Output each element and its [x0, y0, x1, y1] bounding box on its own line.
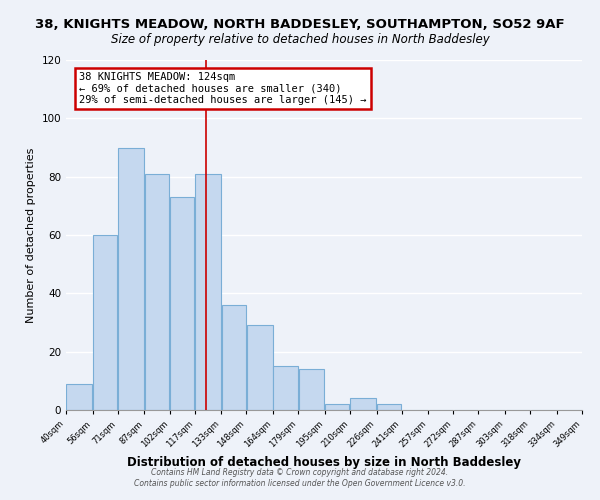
Bar — [299, 369, 325, 410]
Text: 38 KNIGHTS MEADOW: 124sqm
← 69% of detached houses are smaller (340)
29% of semi: 38 KNIGHTS MEADOW: 124sqm ← 69% of detac… — [79, 72, 367, 105]
X-axis label: Distribution of detached houses by size in North Baddesley: Distribution of detached houses by size … — [127, 456, 521, 469]
Bar — [93, 235, 118, 410]
Y-axis label: Number of detached properties: Number of detached properties — [26, 148, 36, 322]
Bar — [350, 398, 376, 410]
Bar — [170, 197, 194, 410]
Bar — [377, 404, 401, 410]
Bar — [118, 148, 144, 410]
Text: Size of property relative to detached houses in North Baddesley: Size of property relative to detached ho… — [110, 32, 490, 46]
Bar — [222, 305, 246, 410]
Bar — [145, 174, 169, 410]
Bar — [247, 326, 272, 410]
Bar — [274, 366, 298, 410]
Bar — [195, 174, 221, 410]
Bar — [67, 384, 92, 410]
Text: 38, KNIGHTS MEADOW, NORTH BADDESLEY, SOUTHAMPTON, SO52 9AF: 38, KNIGHTS MEADOW, NORTH BADDESLEY, SOU… — [35, 18, 565, 30]
Text: Contains HM Land Registry data © Crown copyright and database right 2024.
Contai: Contains HM Land Registry data © Crown c… — [134, 468, 466, 487]
Bar — [325, 404, 349, 410]
